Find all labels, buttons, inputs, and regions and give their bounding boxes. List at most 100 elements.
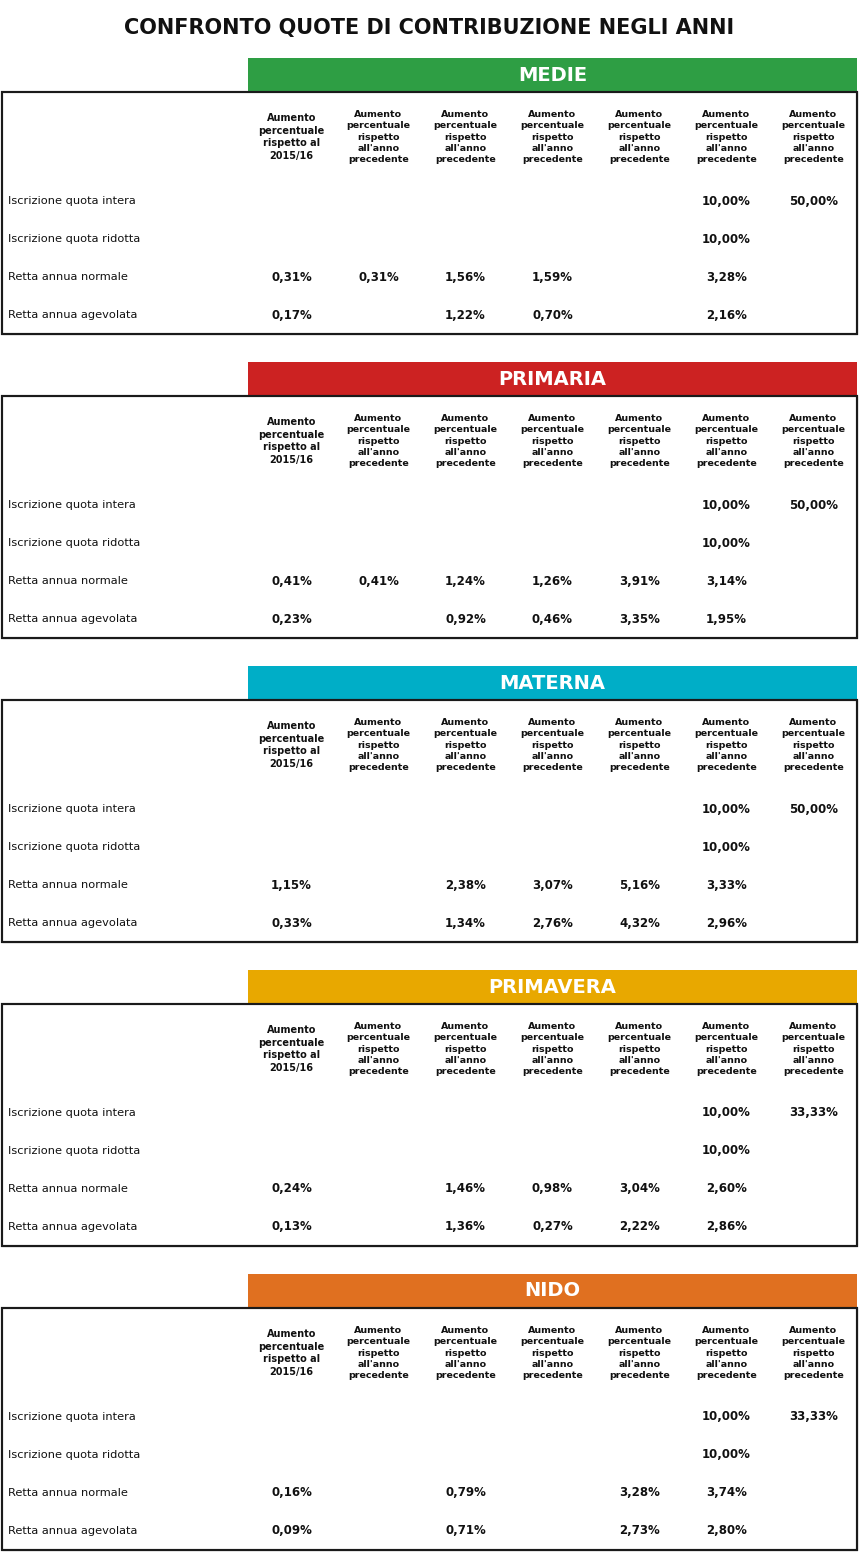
Bar	[683, 296, 770, 333]
Text: Retta annua agevolata: Retta annua agevolata	[8, 614, 137, 625]
Bar	[422, 1398, 509, 1436]
Text: Aumento
percentuale
rispetto
all'anno
precedente: Aumento percentuale rispetto all'anno pr…	[694, 1326, 758, 1380]
Text: Aumento
percentuale
rispetto al
2015/16: Aumento percentuale rispetto al 2015/16	[259, 418, 325, 466]
Text: 3,14%: 3,14%	[706, 575, 747, 587]
Bar	[683, 486, 770, 523]
Text: 0,00%: 0,00%	[793, 1486, 834, 1499]
Text: Aumento
percentuale
rispetto
all'anno
precedente: Aumento percentuale rispetto all'anno pr…	[782, 111, 845, 164]
Bar	[2, 396, 248, 486]
Bar	[596, 1511, 683, 1550]
Text: Iscrizione quota intera: Iscrizione quota intera	[8, 1412, 136, 1422]
Bar	[335, 1003, 422, 1094]
Bar	[509, 904, 596, 943]
Bar	[683, 562, 770, 600]
Bar	[2, 182, 248, 220]
Bar	[422, 296, 509, 333]
Text: Aumento
percentuale
rispetto
all'anno
precedente: Aumento percentuale rispetto all'anno pr…	[521, 1326, 584, 1380]
Text: 0,00%: 0,00%	[445, 1106, 486, 1120]
Text: Aumento
percentuale
rispetto
all'anno
precedente: Aumento percentuale rispetto all'anno pr…	[782, 718, 845, 771]
Bar	[596, 1170, 683, 1207]
Text: 0,00%: 0,00%	[619, 536, 660, 550]
Bar	[509, 182, 596, 220]
Bar	[770, 296, 857, 333]
Text: 2,86%: 2,86%	[706, 1220, 747, 1234]
Text: Aumento
percentuale
rispetto
all'anno
precedente: Aumento percentuale rispetto all'anno pr…	[607, 1326, 672, 1380]
Text: 10,00%: 10,00%	[702, 1449, 751, 1461]
Bar	[683, 866, 770, 904]
Bar	[2, 866, 248, 904]
Text: 0,00%: 0,00%	[793, 879, 834, 891]
Bar	[248, 220, 335, 259]
Bar	[596, 523, 683, 562]
Bar	[509, 866, 596, 904]
Bar	[509, 259, 596, 296]
Bar	[770, 1309, 857, 1398]
Text: Aumento
percentuale
rispetto
all'anno
precedente: Aumento percentuale rispetto all'anno pr…	[782, 1326, 845, 1380]
Bar	[596, 904, 683, 943]
Bar	[770, 700, 857, 790]
Text: 10,00%: 10,00%	[702, 499, 751, 511]
Bar	[509, 1207, 596, 1246]
Text: 1,34%: 1,34%	[445, 916, 486, 930]
Bar	[770, 523, 857, 562]
Text: 10,00%: 10,00%	[702, 1145, 751, 1158]
Text: 0,00%: 0,00%	[358, 1106, 399, 1120]
Text: 0,00%: 0,00%	[445, 232, 486, 246]
Text: Aumento
percentuale
rispetto
all'anno
precedente: Aumento percentuale rispetto all'anno pr…	[434, 414, 497, 467]
Bar	[335, 1436, 422, 1474]
Bar	[770, 1207, 857, 1246]
Text: 0,00%: 0,00%	[358, 1524, 399, 1538]
Text: Iscrizione quota ridotta: Iscrizione quota ridotta	[8, 1450, 140, 1460]
Text: 0,00%: 0,00%	[793, 308, 834, 321]
Bar	[248, 1398, 335, 1436]
Bar	[770, 1398, 857, 1436]
Text: 3,74%: 3,74%	[706, 1486, 747, 1499]
Text: 2,80%: 2,80%	[706, 1524, 747, 1538]
Bar	[2, 1003, 857, 1246]
Bar	[683, 396, 770, 486]
Bar	[248, 904, 335, 943]
Text: Retta annua agevolata: Retta annua agevolata	[8, 310, 137, 319]
Bar	[2, 220, 248, 259]
Bar	[770, 486, 857, 523]
Text: 0,00%: 0,00%	[271, 536, 312, 550]
Bar	[2, 92, 248, 182]
Text: 0,00%: 0,00%	[619, 840, 660, 854]
Bar	[248, 1003, 335, 1094]
Text: 1,56%: 1,56%	[445, 271, 486, 284]
Bar	[335, 296, 422, 333]
Bar	[248, 1309, 335, 1398]
Bar	[770, 1094, 857, 1133]
Text: MATERNA: MATERNA	[499, 673, 606, 692]
Text: Aumento
percentuale
rispetto
all'anno
precedente: Aumento percentuale rispetto all'anno pr…	[346, 414, 411, 467]
Text: 0,00%: 0,00%	[619, 1449, 660, 1461]
Text: 0,00%: 0,00%	[271, 232, 312, 246]
Bar	[509, 562, 596, 600]
Bar	[335, 396, 422, 486]
Bar	[596, 1207, 683, 1246]
Text: 0,00%: 0,00%	[532, 499, 573, 511]
Bar	[335, 700, 422, 790]
Bar	[422, 1170, 509, 1207]
Text: 2,96%: 2,96%	[706, 916, 747, 930]
Text: 33,33%: 33,33%	[789, 1410, 838, 1424]
Text: 0,00%: 0,00%	[619, 232, 660, 246]
Text: 2,16%: 2,16%	[706, 308, 747, 321]
Bar	[770, 1511, 857, 1550]
Text: Aumento
percentuale
rispetto al
2015/16: Aumento percentuale rispetto al 2015/16	[259, 1329, 325, 1377]
Text: 50,00%: 50,00%	[789, 499, 838, 511]
Bar	[248, 92, 335, 182]
Text: Aumento
percentuale
rispetto
all'anno
precedente: Aumento percentuale rispetto all'anno pr…	[346, 111, 411, 164]
Bar	[335, 92, 422, 182]
Bar	[248, 1274, 857, 1309]
Bar	[509, 1003, 596, 1094]
Text: 0,00%: 0,00%	[271, 1410, 312, 1424]
Text: Aumento
percentuale
rispetto al
2015/16: Aumento percentuale rispetto al 2015/16	[259, 721, 325, 770]
Bar	[770, 827, 857, 866]
Text: 2,76%: 2,76%	[532, 916, 573, 930]
Text: 2,73%: 2,73%	[619, 1524, 660, 1538]
Bar	[422, 259, 509, 296]
Bar	[683, 600, 770, 637]
Bar	[509, 296, 596, 333]
Text: Retta annua normale: Retta annua normale	[8, 1488, 128, 1497]
